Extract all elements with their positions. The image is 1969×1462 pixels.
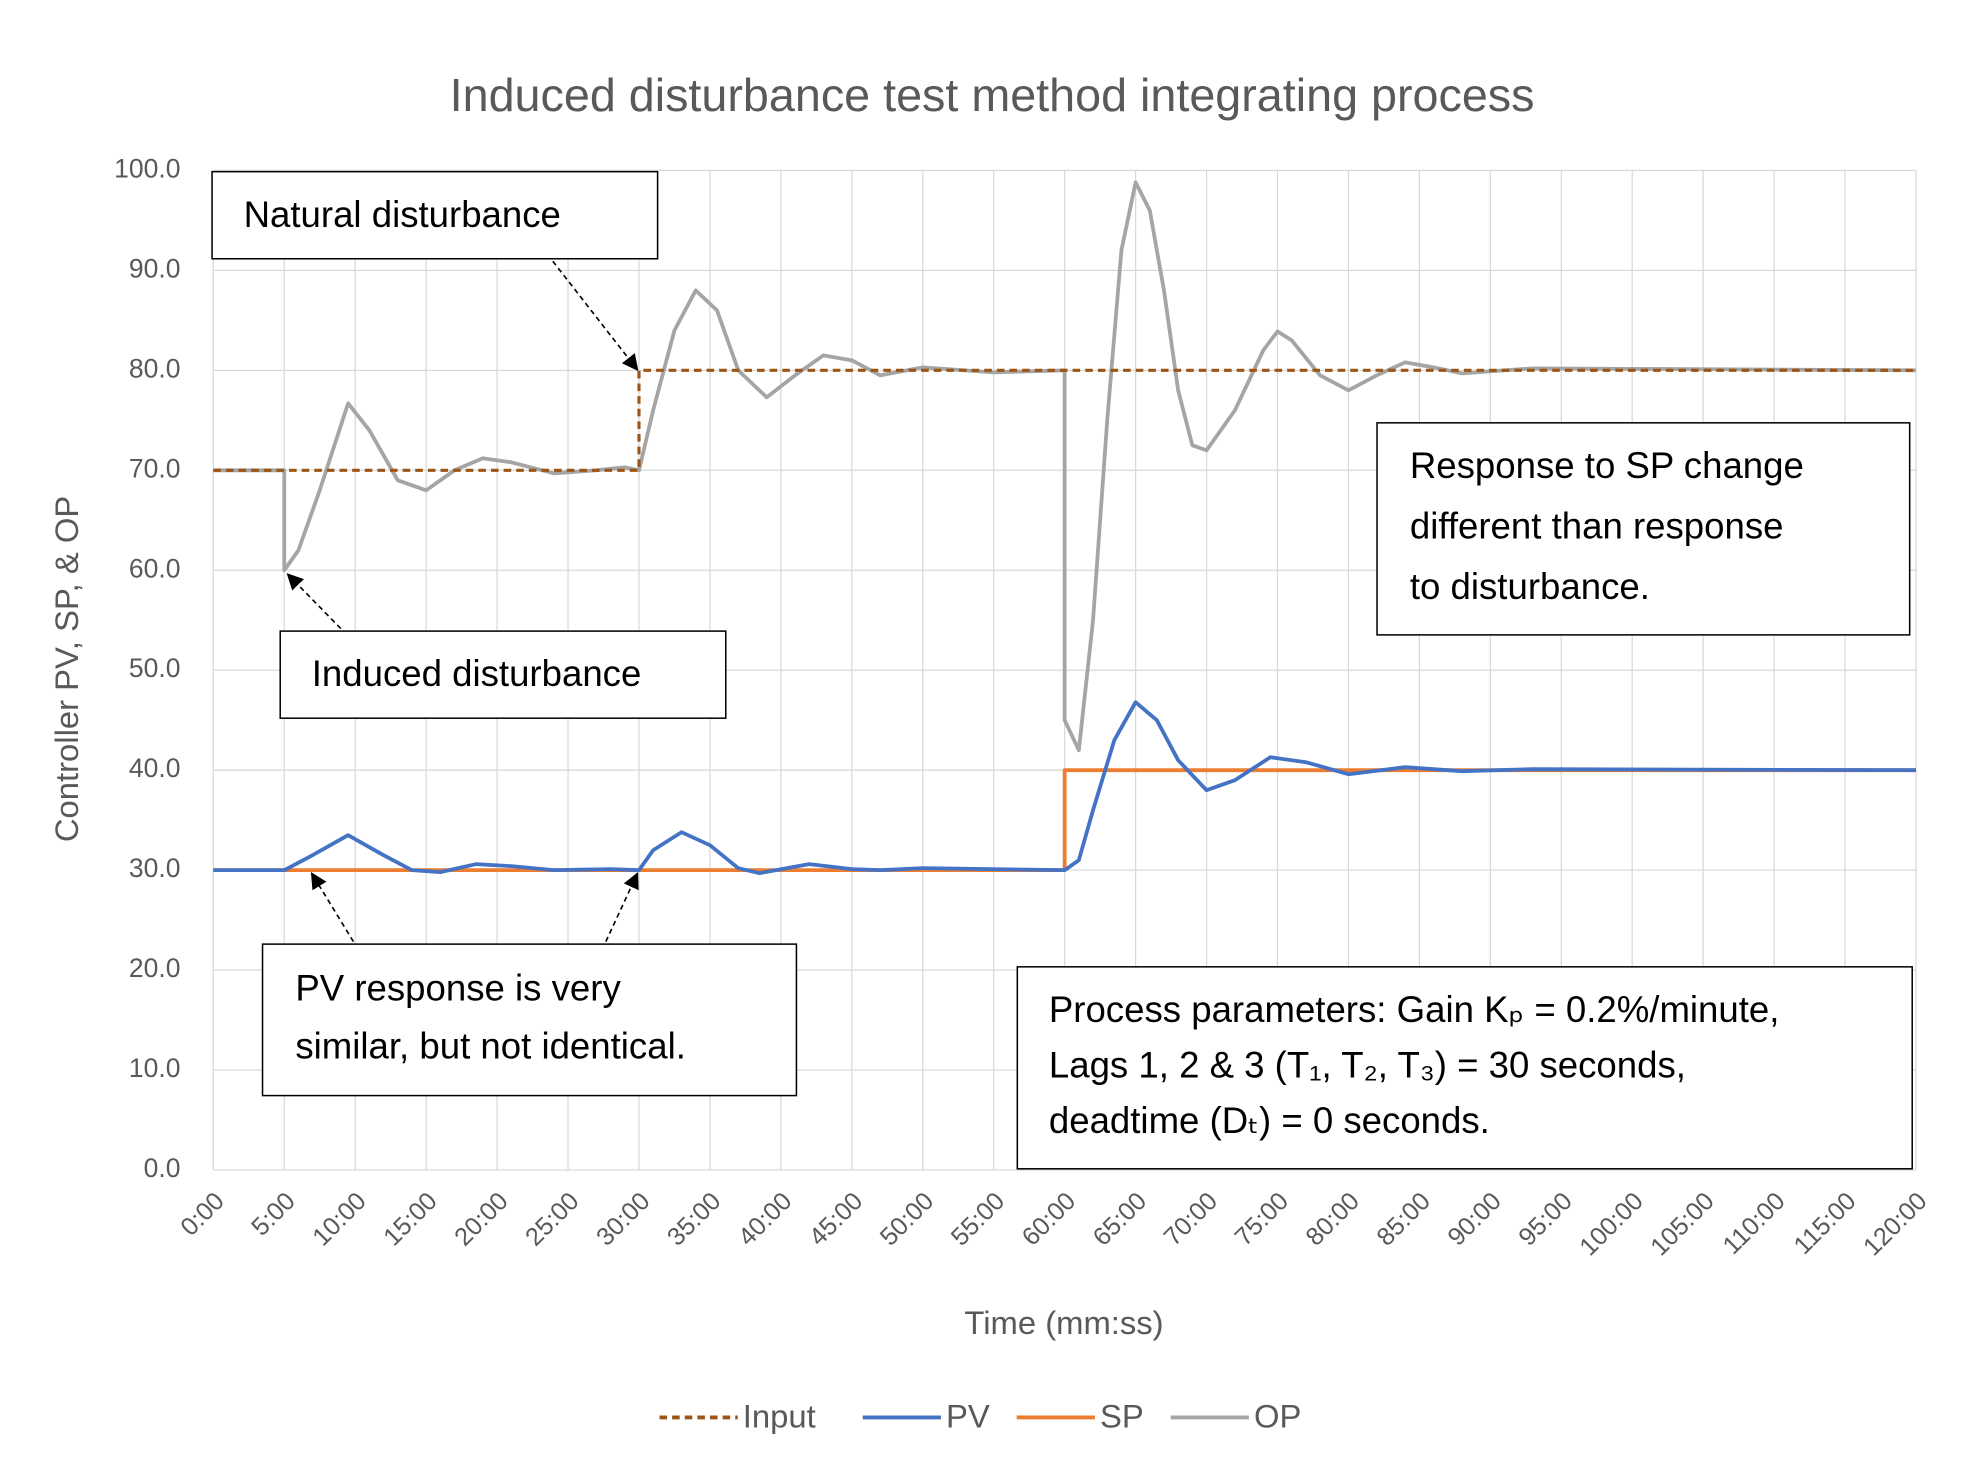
legend-label: OP <box>1254 1397 1301 1434</box>
y-tick-label: 80.0 <box>129 353 181 383</box>
x-tick-label: 50:00 <box>875 1187 939 1251</box>
x-tick-label: 90:00 <box>1442 1187 1506 1251</box>
legend-label: SP <box>1100 1397 1144 1434</box>
annotation-box <box>1376 422 1911 636</box>
x-tick-label: 10:00 <box>307 1187 371 1251</box>
series-line <box>213 368 1916 472</box>
annotation-text: Process parameters: Gain Kₚ = 0.2%/minut… <box>1049 989 1780 1030</box>
x-tick-label: 20:00 <box>449 1187 513 1251</box>
x-tick-label: 115:00 <box>1789 1187 1862 1260</box>
annotation-box <box>1016 966 1913 1170</box>
x-tick-label: 95:00 <box>1513 1187 1577 1251</box>
annotations: Natural disturbance Induced disturbance PV… <box>211 170 1913 1170</box>
arrow <box>552 260 639 372</box>
x-tick-label: 15:00 <box>378 1187 442 1251</box>
annotation-text: Natural disturbance <box>244 194 561 235</box>
x-tick-label: 40:00 <box>733 1187 797 1251</box>
x-tick-label: 65:00 <box>1088 1187 1152 1251</box>
y-axis-title: Controller PV, SP, & OP <box>48 496 85 842</box>
legend: Input PV SP OP <box>659 1397 1301 1434</box>
x-tick-label: 55:00 <box>946 1187 1010 1251</box>
annotation-text: Response to SP change <box>1410 445 1804 486</box>
annotation-text: Lags 1, 2 & 3 (T₁, T₂, T₃) = 30 seconds, <box>1049 1044 1686 1085</box>
y-tick-label: 40.0 <box>129 753 181 783</box>
x-tick-label: 85:00 <box>1371 1187 1435 1251</box>
x-tick-label: 5:00 <box>246 1187 301 1242</box>
annotation-text: Induced disturbance <box>312 653 642 694</box>
y-tick-label: 50.0 <box>129 653 181 683</box>
annotation-box <box>279 630 727 719</box>
x-tick-label: 100:00 <box>1574 1187 1648 1261</box>
series-line <box>213 700 1916 876</box>
y-tick-label: 70.0 <box>129 453 181 483</box>
y-tick-label: 0.0 <box>144 1153 181 1183</box>
annotation-box <box>211 170 659 260</box>
annotation-text: deadtime (Dₜ) = 0 seconds. <box>1049 1100 1490 1141</box>
x-tick-label: 70:00 <box>1159 1187 1223 1251</box>
x-tick-label: 120:00 <box>1858 1187 1932 1261</box>
y-tick-label: 90.0 <box>129 253 181 283</box>
x-tick-label: 35:00 <box>662 1187 726 1251</box>
legend-label: Input <box>743 1397 816 1434</box>
arrow <box>310 872 355 943</box>
x-tick-label: 80:00 <box>1301 1187 1365 1251</box>
annotation-text: PV response is very <box>295 967 621 1008</box>
x-tick-label: 45:00 <box>804 1187 868 1251</box>
chart-title: Induced disturbance test method integrat… <box>450 69 1535 121</box>
annotation-text: different than response <box>1410 506 1784 547</box>
arrow <box>605 871 639 942</box>
y-tick-label: 30.0 <box>129 853 181 883</box>
annotation-text: to disturbance. <box>1410 566 1650 607</box>
y-tick-label: 100.0 <box>114 153 180 183</box>
x-tick-label: 0:00 <box>175 1187 230 1242</box>
series-line <box>213 768 1916 873</box>
legend-label: PV <box>946 1397 990 1434</box>
x-tick-label: 110:00 <box>1718 1187 1791 1260</box>
annotation-text: similar, but not identical. <box>295 1026 686 1067</box>
arrow <box>286 573 342 630</box>
y-tick-label: 20.0 <box>129 953 181 983</box>
x-axis-title: Time (mm:ss) <box>964 1304 1163 1341</box>
y-tick-label: 10.0 <box>129 1053 181 1083</box>
y-tick-label: 60.0 <box>129 553 181 583</box>
x-tick-label: 105:00 <box>1645 1187 1719 1261</box>
x-tick-label: 75:00 <box>1230 1187 1294 1251</box>
x-tick-label: 25:00 <box>520 1187 584 1251</box>
annotation-box <box>261 943 798 1097</box>
x-tick-label: 30:00 <box>591 1187 655 1251</box>
plot <box>213 180 1916 876</box>
x-tick-label: 60:00 <box>1017 1187 1081 1251</box>
